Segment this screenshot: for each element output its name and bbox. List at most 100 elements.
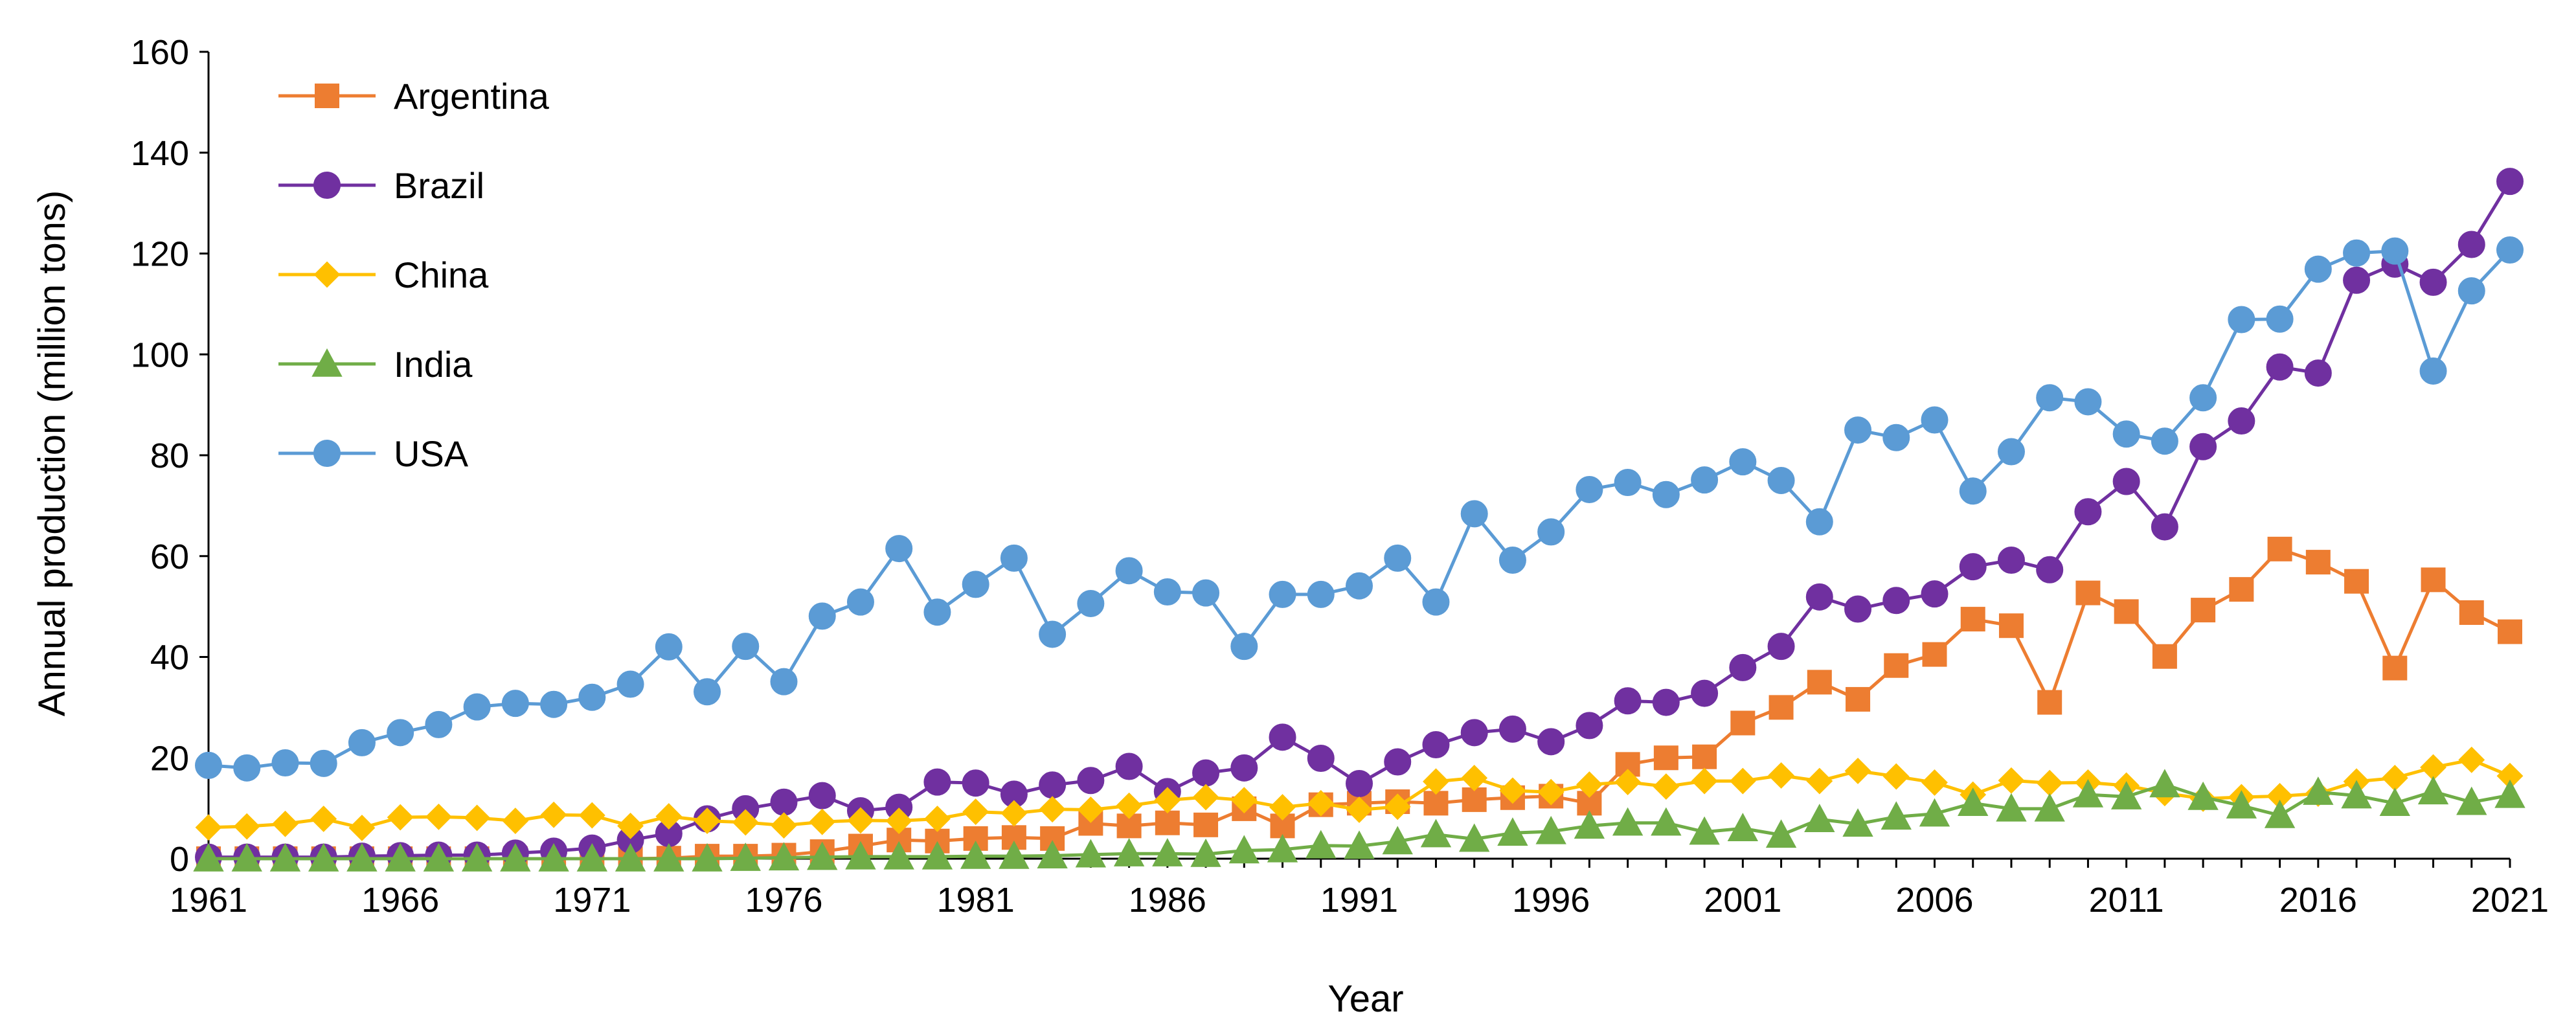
data-point-usa (1844, 416, 1872, 444)
data-point-usa (1805, 508, 1833, 536)
data-point-argentina (963, 826, 988, 851)
data-point-china (1346, 797, 1373, 823)
data-point-india (2264, 799, 2296, 828)
data-point-india (1497, 817, 1528, 846)
data-point-india (423, 842, 455, 872)
legend-marker-usa (313, 440, 341, 467)
x-axis-title: Year (1328, 978, 1403, 1020)
data-point-argentina (1884, 653, 1909, 678)
data-point-argentina (2344, 569, 2369, 594)
data-point-usa (1959, 477, 1987, 505)
y-axis-ticks: 0 20 40 60 80 100 120 140 160 (131, 33, 209, 879)
x-tick-label: 1986 (1129, 881, 1206, 920)
data-point-brazil (1460, 719, 1488, 747)
data-point-india (308, 842, 339, 872)
data-point-usa (1307, 580, 1335, 608)
data-point-usa (2381, 237, 2409, 265)
data-point-china (1768, 762, 1794, 789)
data-point-brazil (2266, 353, 2294, 381)
data-point-brazil (2457, 231, 2485, 258)
data-point-usa (271, 749, 299, 777)
legend-label-usa: USA (394, 433, 469, 474)
data-point-india (1958, 787, 1989, 817)
data-point-brazil (2496, 168, 2524, 196)
data-point-brazil (1115, 752, 1143, 780)
x-tick-label: 1976 (745, 881, 822, 920)
data-point-china (809, 808, 836, 835)
y-tick-label: 160 (131, 33, 189, 72)
data-point-china (962, 798, 989, 825)
data-point-argentina (1960, 607, 1985, 632)
data-point-argentina (1846, 686, 1871, 712)
data-point-india (2226, 790, 2257, 819)
data-point-argentina (1423, 791, 1449, 816)
series-line-usa (208, 249, 2511, 770)
data-point-india (615, 842, 646, 872)
legend-marker-argentina (315, 84, 339, 108)
data-point-brazil (1230, 754, 1258, 782)
data-point-china (1230, 787, 1258, 814)
x-tick-label: 2006 (1895, 881, 1973, 920)
data-point-india (1305, 830, 1337, 859)
legend-item-brazil: Brazil (278, 165, 484, 206)
data-point-india (1344, 830, 1375, 859)
data-point-china (924, 806, 951, 832)
y-tick-label: 140 (131, 134, 189, 173)
data-point-brazil (2112, 468, 2140, 495)
data-point-argentina (1193, 812, 1219, 837)
data-point-india (1152, 838, 1183, 866)
data-point-india (1382, 826, 1413, 855)
y-tick-label: 0 (170, 840, 189, 879)
legend: Argentina Brazil China India USA (278, 76, 550, 474)
x-tick-label: 2011 (2089, 881, 2164, 920)
data-point-usa (1576, 475, 1603, 503)
data-point-brazil (1882, 587, 1910, 615)
x-tick-label: 1961 (170, 881, 247, 920)
legend-item-china: China (278, 254, 489, 295)
data-point-argentina (2267, 536, 2292, 561)
data-point-argentina (2152, 644, 2177, 669)
data-point-brazil (1346, 769, 1373, 797)
data-point-brazil (1576, 712, 1603, 740)
data-point-brazil (1652, 688, 1680, 716)
data-point-brazil (2343, 266, 2371, 294)
data-point-china (617, 812, 644, 839)
data-point-china (1192, 784, 1219, 811)
data-point-china (655, 803, 683, 830)
data-point-argentina (1615, 752, 1640, 777)
data-point-argentina (1998, 613, 2024, 639)
x-tick-label: 1981 (937, 881, 1015, 920)
data-point-usa (2419, 357, 2447, 385)
data-point-brazil (2151, 513, 2178, 541)
data-point-usa (1192, 579, 1220, 607)
data-point-usa (1537, 518, 1565, 546)
data-point-india (1535, 815, 1566, 844)
data-point-india (2072, 778, 2104, 808)
x-tick-label: 1971 (553, 881, 631, 920)
data-point-india (346, 842, 378, 872)
data-point-usa (846, 588, 874, 616)
data-point-brazil (1767, 633, 1795, 661)
data-point-china (1077, 797, 1104, 823)
data-point-india (845, 841, 876, 870)
data-point-brazil (1077, 767, 1105, 795)
data-point-india (1420, 819, 1452, 848)
data-point-argentina (2229, 577, 2254, 602)
data-point-india (1842, 808, 1873, 837)
data-point-brazil (2074, 498, 2102, 526)
data-point-argentina (2114, 599, 2139, 624)
data-point-china (310, 806, 337, 832)
data-point-argentina (2498, 619, 2522, 644)
data-point-argentina (1730, 710, 1756, 736)
data-point-india (999, 841, 1030, 869)
data-point-argentina (2037, 690, 2062, 715)
data-point-usa (1691, 466, 1719, 494)
data-point-china (1576, 771, 1603, 798)
data-point-usa (2496, 236, 2524, 264)
data-point-china (1499, 777, 1526, 804)
data-point-usa (233, 754, 261, 782)
data-point-china (578, 802, 605, 829)
data-point-china (1537, 778, 1565, 806)
